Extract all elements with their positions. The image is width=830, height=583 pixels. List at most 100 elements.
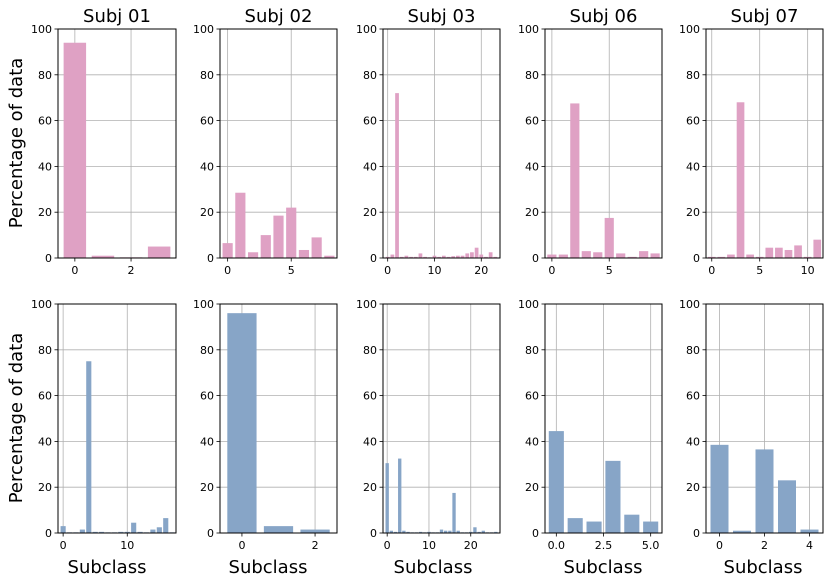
bar [60, 526, 66, 533]
bar [558, 254, 568, 258]
y-tick-label: 60 [363, 115, 377, 128]
xlabel-col-2: Subclass [394, 557, 473, 578]
x-tick-label: 20 [474, 264, 488, 277]
y-tick-label: 100 [193, 23, 214, 36]
y-tick-label: 80 [686, 344, 700, 357]
y-tick-label: 80 [363, 344, 377, 357]
bar [423, 256, 427, 258]
bar [131, 522, 137, 533]
bar [707, 256, 716, 258]
bar [446, 256, 451, 258]
axes-frame [219, 303, 338, 534]
y-tick-label: 20 [686, 206, 700, 219]
x-tick-label: 10 [120, 539, 134, 552]
bar [273, 215, 284, 258]
bar [311, 237, 322, 258]
bar [227, 313, 257, 533]
xlabel-col-3: Subclass [564, 557, 643, 578]
bar [624, 514, 640, 533]
y-tick-label: 40 [525, 435, 539, 448]
bar [627, 256, 637, 258]
bar [247, 252, 259, 258]
bar [404, 255, 409, 258]
bar [765, 247, 774, 258]
y-tick-label: 60 [686, 390, 700, 403]
axes-frame [382, 28, 501, 259]
bar [99, 531, 105, 533]
y-tick-label: 60 [200, 115, 214, 128]
bar [150, 529, 156, 533]
y-tick-label: 20 [686, 481, 700, 494]
bar [460, 255, 465, 258]
x-tick-label: 0 [708, 264, 715, 277]
bar [118, 531, 124, 533]
bar [385, 256, 390, 258]
x-tick-label: 0 [384, 539, 391, 552]
bar [432, 255, 437, 258]
bar [124, 531, 130, 533]
bar [452, 492, 456, 533]
bar [389, 530, 394, 533]
y-tick-label: 100 [356, 298, 377, 311]
xlabel-col-0: Subclass [68, 557, 147, 578]
ylabel-bottom: Percentage of data [6, 333, 27, 504]
xlabel-col-1: Subclass [229, 557, 308, 578]
y-tick-label: 20 [525, 481, 539, 494]
subplot-r0-c2: 0 20 40 60 80 100 0 10 20 Subj 03 [356, 6, 501, 277]
bar [567, 518, 583, 533]
bar [409, 256, 413, 258]
y-tick-label: 100 [679, 298, 700, 311]
bar [605, 460, 621, 533]
bar [437, 256, 442, 258]
bar [800, 529, 819, 533]
bar [235, 192, 246, 258]
bar [137, 531, 143, 533]
x-tick-label: 0 [548, 264, 555, 277]
bar [163, 518, 169, 533]
x-tick-label: 5.0 [642, 539, 660, 552]
y-tick-label: 40 [200, 435, 214, 448]
bar [639, 251, 649, 258]
bar [418, 253, 423, 258]
bar [406, 531, 410, 533]
y-tick-label: 80 [686, 69, 700, 82]
subplot-title: Subj 02 [245, 6, 313, 27]
x-tick-label: 5 [756, 264, 763, 277]
bar [399, 256, 404, 258]
bar [813, 239, 822, 258]
bar [222, 243, 233, 258]
subplot-title: Subj 07 [731, 6, 799, 27]
axes-frame [57, 28, 177, 259]
bar [746, 254, 754, 258]
y-tick-label: 0 [370, 527, 377, 540]
y-tick-label: 0 [693, 252, 700, 265]
bar [755, 449, 774, 533]
subplot-title: Subj 03 [408, 6, 476, 27]
axes-frame [382, 303, 501, 534]
x-tick-label: 10 [427, 264, 441, 277]
subplot-title: Subj 01 [83, 6, 151, 27]
bar [395, 93, 399, 259]
y-tick-label: 100 [31, 298, 52, 311]
y-tick-label: 20 [363, 481, 377, 494]
y-tick-label: 60 [38, 115, 52, 128]
bar [581, 251, 591, 258]
bar [570, 103, 580, 258]
y-tick-label: 80 [200, 69, 214, 82]
bar [493, 256, 498, 258]
y-tick-label: 80 [38, 344, 52, 357]
y-tick-label: 40 [200, 160, 214, 173]
subplot-r0-c1: 0 20 40 60 80 100 0 5 Subj 02 [193, 6, 338, 277]
axes-frame [705, 28, 824, 259]
bar [794, 245, 802, 258]
y-tick-label: 0 [693, 527, 700, 540]
y-tick-label: 40 [38, 435, 52, 448]
bar [448, 530, 452, 533]
bar [481, 530, 485, 533]
y-tick-label: 40 [686, 435, 700, 448]
x-tick-label: 0 [60, 539, 67, 552]
bar [727, 254, 735, 258]
bar [733, 530, 751, 533]
y-tick-label: 60 [686, 115, 700, 128]
